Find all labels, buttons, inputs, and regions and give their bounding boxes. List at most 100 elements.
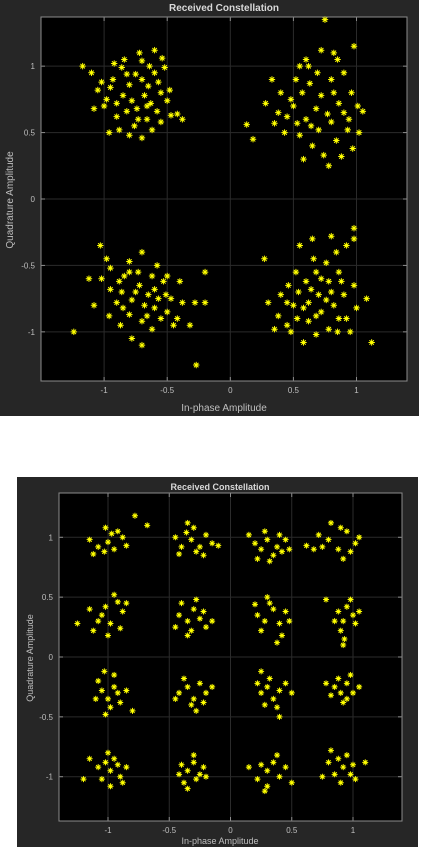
data-point <box>285 282 292 289</box>
data-point <box>315 531 322 538</box>
data-point <box>117 625 124 632</box>
y-tick-label: 0 <box>31 195 36 204</box>
data-point <box>167 112 175 119</box>
x-tick-label: -0.5 <box>162 826 176 835</box>
data-point <box>95 543 102 550</box>
data-point <box>287 328 295 336</box>
data-point <box>273 752 281 759</box>
data-point <box>243 121 251 128</box>
data-point <box>340 69 348 77</box>
chart-title: Received Constellation <box>170 482 269 492</box>
data-point <box>264 783 271 790</box>
data-point <box>298 89 306 97</box>
data-point <box>343 242 350 249</box>
data-point <box>190 524 197 531</box>
data-point <box>172 695 179 702</box>
y-tick-label: 1 <box>49 533 54 542</box>
data-point <box>202 689 210 697</box>
data-point <box>172 534 179 541</box>
data-point <box>330 301 338 309</box>
data-point <box>296 242 304 249</box>
data-point <box>184 519 191 527</box>
data-point <box>129 707 136 714</box>
data-point <box>343 695 350 702</box>
data-point <box>133 105 141 112</box>
data-point <box>343 528 350 535</box>
data-point <box>193 596 200 603</box>
data-point <box>114 689 121 697</box>
data-point <box>319 543 326 550</box>
data-point <box>276 531 283 538</box>
data-point <box>113 299 121 306</box>
data-point <box>317 92 325 99</box>
data-point <box>345 115 353 123</box>
data-point <box>276 687 283 694</box>
data-point <box>175 689 183 697</box>
data-point <box>170 321 177 329</box>
data-point <box>138 57 146 65</box>
data-point <box>190 752 197 759</box>
data-point <box>290 102 297 110</box>
data-point <box>123 600 130 607</box>
data-point <box>268 76 276 83</box>
data-point <box>356 683 363 691</box>
x-tick-label: 1 <box>351 826 356 835</box>
data-point <box>86 536 93 543</box>
data-point <box>88 69 95 77</box>
data-point <box>144 82 152 90</box>
data-point <box>368 339 375 346</box>
data-point <box>85 275 93 283</box>
data-point <box>264 683 271 691</box>
data-point <box>343 752 350 759</box>
data-point <box>327 288 335 296</box>
data-point <box>337 689 344 697</box>
data-point <box>148 325 156 333</box>
data-point <box>117 321 124 329</box>
data-point <box>350 224 358 232</box>
data-point <box>118 288 126 296</box>
data-point <box>314 69 321 77</box>
data-point <box>184 683 191 691</box>
data-point <box>254 776 261 783</box>
data-point <box>123 687 130 694</box>
data-point <box>327 747 335 754</box>
data-point <box>349 689 357 697</box>
data-point <box>119 608 126 615</box>
data-point <box>209 683 216 691</box>
data-point <box>134 115 142 123</box>
data-point <box>278 632 286 639</box>
data-point <box>132 70 139 78</box>
data-point <box>202 531 210 538</box>
data-point <box>200 552 207 559</box>
data-point <box>286 546 293 553</box>
data-point <box>338 153 345 160</box>
data-point <box>153 108 161 115</box>
y-tick-label: 0.5 <box>42 593 54 602</box>
data-point <box>180 779 188 786</box>
data-point <box>334 56 341 63</box>
data-point <box>151 304 158 312</box>
data-point <box>128 335 136 342</box>
data-point <box>307 286 315 293</box>
data-point <box>107 704 114 711</box>
data-point <box>90 550 97 558</box>
data-point <box>300 304 307 312</box>
data-point <box>292 76 300 83</box>
data-point <box>331 771 338 778</box>
data-point <box>86 606 93 613</box>
data-point <box>349 761 357 768</box>
data-point <box>353 304 360 312</box>
data-point <box>147 100 155 107</box>
data-point <box>202 773 210 780</box>
data-point <box>347 671 354 679</box>
data-point <box>184 767 191 774</box>
data-point <box>188 536 195 543</box>
data-point <box>175 771 183 778</box>
data-point <box>305 299 312 306</box>
data-point <box>254 612 261 619</box>
data-point <box>193 707 200 714</box>
data-point <box>123 764 130 771</box>
data-point <box>266 600 273 607</box>
data-point <box>136 49 143 57</box>
data-point <box>283 113 291 120</box>
